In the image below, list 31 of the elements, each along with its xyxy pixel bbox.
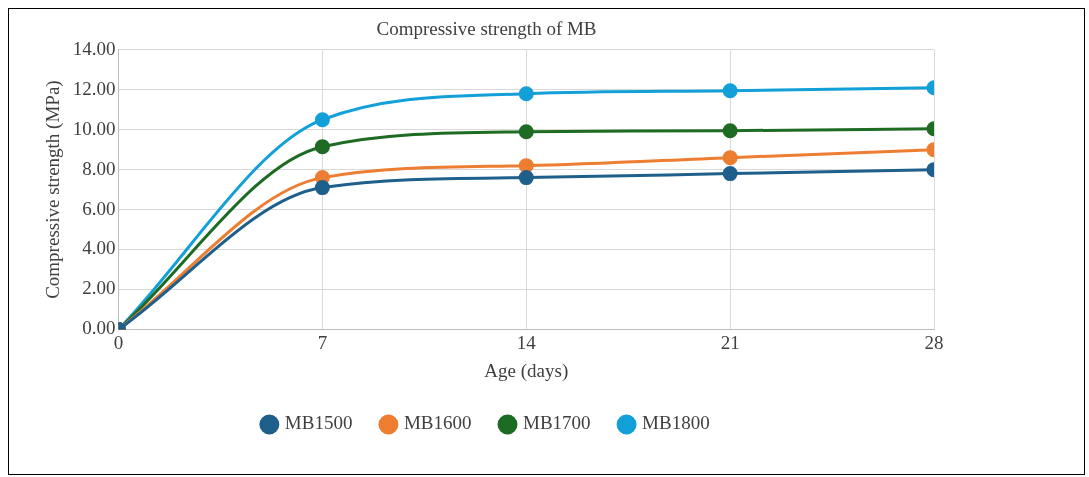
y-tick-label: 4.00	[82, 237, 116, 259]
point	[518, 170, 534, 186]
legend-label: MB1500	[284, 412, 353, 434]
y-tick-label: 12.00	[72, 77, 116, 99]
y-tick-label: 14.00	[72, 37, 116, 59]
point	[518, 124, 534, 140]
x-tick-label: 28	[924, 331, 944, 353]
point	[314, 139, 330, 155]
y-tick-label: 8.00	[82, 157, 116, 179]
y-tick-label: 6.00	[82, 197, 116, 219]
x-tick-label: 14	[516, 331, 537, 353]
point	[722, 83, 738, 99]
x-tick-label: 21	[720, 331, 740, 353]
legend-label: MB1700	[523, 412, 591, 434]
legend-label: MB1800	[642, 412, 710, 434]
point	[518, 86, 534, 102]
point	[314, 180, 330, 196]
y-tick-label: 2.00	[82, 277, 116, 299]
y-tick-label: 0.00	[82, 317, 116, 339]
point	[722, 123, 738, 139]
y-axis-title: Compressive strength (MPa)	[42, 80, 65, 299]
point	[518, 158, 534, 174]
x-tick-label: 0	[113, 331, 124, 353]
point	[314, 112, 330, 128]
x-axis-title: Age (days)	[484, 359, 569, 382]
x-tick-label: 7	[317, 331, 328, 353]
point	[722, 166, 738, 182]
point	[722, 150, 738, 166]
legend-label: MB1600	[403, 412, 472, 434]
chart-title: Compressive strength of MB	[376, 18, 597, 40]
y-tick-label: 10.00	[72, 117, 116, 139]
